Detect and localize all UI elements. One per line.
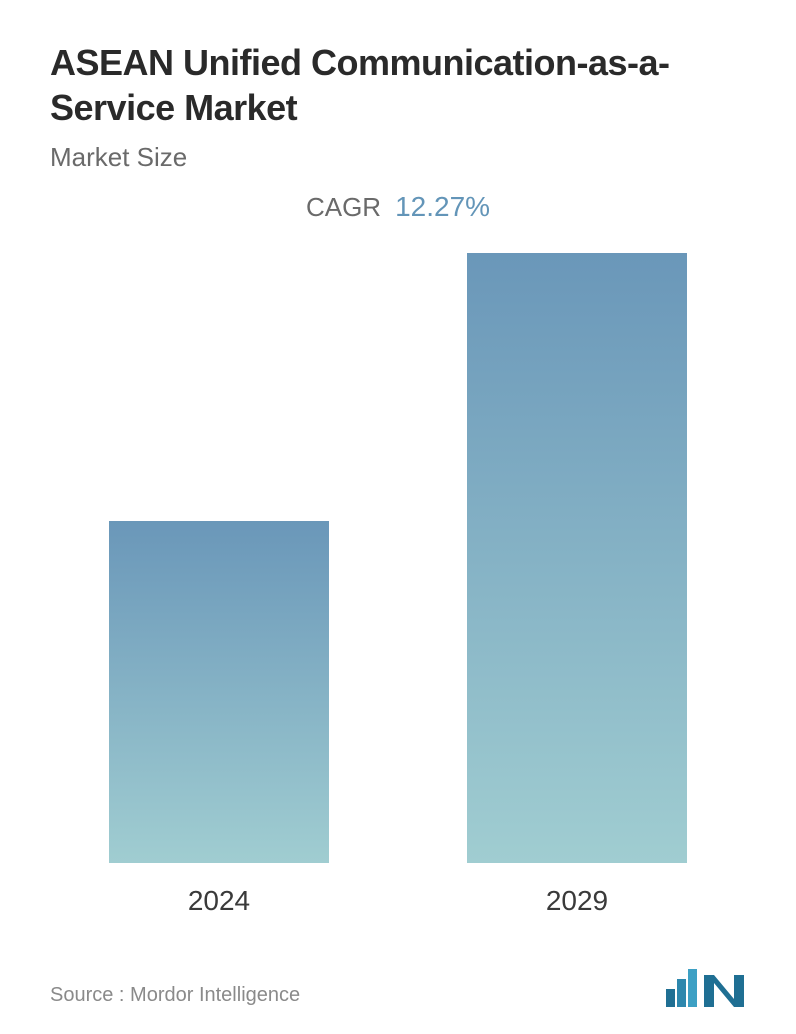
mordor-logo-icon (666, 967, 746, 1007)
chart-footer: Source : Mordor Intelligence (50, 957, 746, 1007)
cagr-value: 12.27% (395, 191, 490, 223)
bar-chart: 2024 2029 (50, 223, 746, 917)
cagr-label: CAGR (306, 192, 381, 223)
bar-0 (109, 521, 329, 863)
cagr-row: CAGR 12.27% (50, 191, 746, 223)
bar-label-0: 2024 (188, 885, 250, 917)
bar-1 (467, 253, 687, 863)
chart-title: ASEAN Unified Communication-as-a-Service… (50, 40, 746, 130)
chart-subtitle: Market Size (50, 142, 746, 173)
bar-group-1: 2029 (438, 253, 716, 917)
bar-group-0: 2024 (80, 521, 358, 917)
source-text: Source : Mordor Intelligence (50, 984, 300, 1007)
chart-container: ASEAN Unified Communication-as-a-Service… (0, 0, 796, 1034)
bar-label-1: 2029 (546, 885, 608, 917)
